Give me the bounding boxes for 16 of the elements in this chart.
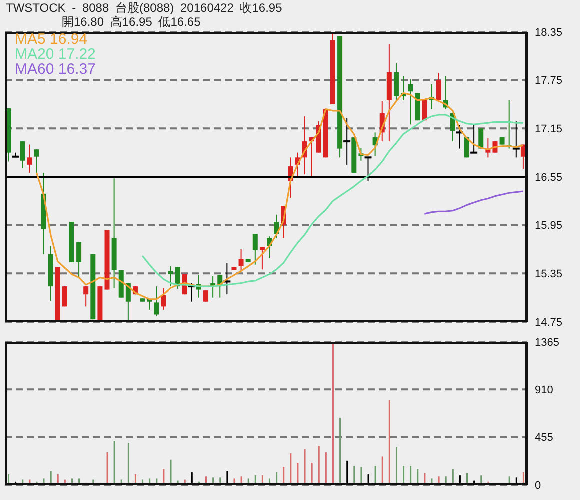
y-tick-label: 18.35 bbox=[535, 26, 563, 39]
y-tick-label: 15.35 bbox=[535, 268, 563, 281]
y-tick-label: 17.75 bbox=[535, 75, 563, 88]
y-tick-label: 14.75 bbox=[535, 316, 563, 329]
y-tick-label: 455 bbox=[535, 432, 554, 444]
chart-title: TWSTOCK - 8088 台股(8088) 20160422 收16.95 bbox=[6, 1, 282, 15]
text: MA60 16.37 bbox=[15, 61, 96, 78]
chart-subtitle: 開16.80 高16.95 低16.65 bbox=[62, 15, 201, 29]
y-tick-label: 1365 bbox=[535, 336, 560, 349]
y-tick-label: 15.95 bbox=[535, 220, 563, 232]
y-tick-label: 0 bbox=[535, 480, 542, 492]
text: MA20 17.22 bbox=[15, 46, 96, 63]
y-tick-label: 17.15 bbox=[535, 124, 563, 136]
y-tick-label: 910 bbox=[535, 384, 554, 397]
y-tick-label: 16.55 bbox=[535, 172, 563, 184]
text: MA5 16.94 bbox=[15, 31, 88, 48]
